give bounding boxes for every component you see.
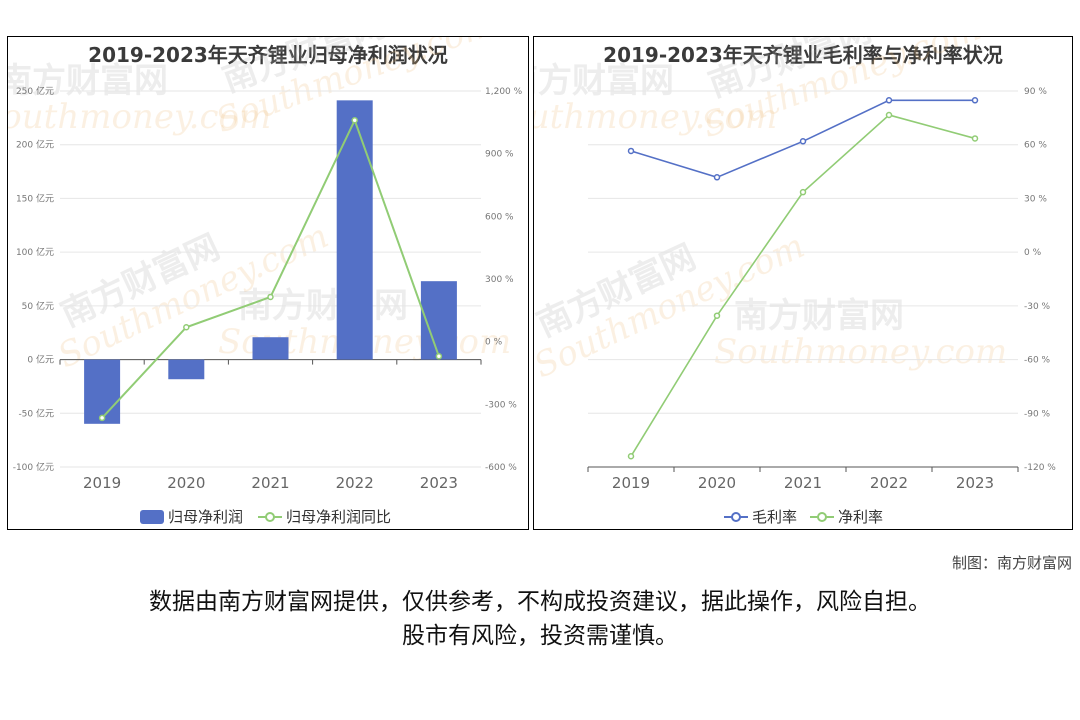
x-tick-label: 2022 xyxy=(336,474,374,492)
chart-panel-margins: 2019-2023年天齐锂业毛利率与净利率状况 南方财富网Southmoney.… xyxy=(533,36,1073,530)
legend-marker xyxy=(265,512,275,522)
y-tick-label: 60 % xyxy=(1024,141,1047,151)
disclaimer-line-1: 数据由南方财富网提供，仅供参考，不构成投资建议，据此操作，风险自担。 xyxy=(149,589,931,615)
line-point xyxy=(713,174,721,181)
line-point xyxy=(799,138,807,145)
y-tick-label: 30 % xyxy=(1024,194,1047,204)
chart-title: 2019-2023年天齐锂业毛利率与净利率状况 xyxy=(603,43,1003,67)
net-profit-chart: 南方财富网Southmoney.com南方财富网Southmoney.com南方… xyxy=(8,37,523,526)
line-point xyxy=(971,97,979,104)
y-tick-label: -100 亿元 xyxy=(13,461,54,473)
y-tick-label: 150 亿元 xyxy=(16,192,54,204)
y2-tick-label: 0 % xyxy=(485,338,503,348)
y-tick-label: -60 % xyxy=(1024,356,1051,366)
line-point xyxy=(98,414,106,422)
x-tick-label: 2023 xyxy=(420,474,458,492)
bar xyxy=(168,359,205,380)
y2-tick-label: -600 % xyxy=(485,463,517,473)
y-tick-label: 100 亿元 xyxy=(16,246,54,258)
line-point xyxy=(267,293,274,301)
bar xyxy=(252,337,289,360)
y-tick-label: 0 % xyxy=(1024,248,1042,258)
y-tick-label: -30 % xyxy=(1024,302,1051,312)
y2-tick-label: -300 % xyxy=(485,400,517,410)
x-tick-label: 2021 xyxy=(784,474,822,492)
bar xyxy=(336,100,373,360)
chart-panel-net-profit: 2019-2023年天齐锂业归母净利润状况 南方财富网Southmoney.co… xyxy=(7,36,529,530)
y-tick-label: 0 亿元 xyxy=(27,354,54,366)
line-point xyxy=(627,453,635,460)
line-point xyxy=(713,312,721,319)
legend-swatch xyxy=(140,510,164,524)
legend-marker xyxy=(731,512,741,522)
line-point xyxy=(971,135,979,142)
legend-marker xyxy=(817,512,827,522)
line-point xyxy=(351,116,358,124)
watermark-text: 南方财富网 xyxy=(8,61,168,101)
x-tick-label: 2019 xyxy=(83,474,121,492)
legend-label: 归母净利润 xyxy=(168,508,243,526)
watermark-text: 南方财富网 xyxy=(734,296,904,336)
y-tick-label: 90 % xyxy=(1024,87,1047,97)
bar xyxy=(84,359,121,424)
y2-tick-label: 1,200 % xyxy=(485,87,523,97)
x-tick-label: 2021 xyxy=(251,474,289,492)
y-tick-label: 50 亿元 xyxy=(22,300,54,312)
y2-tick-label: 600 % xyxy=(485,212,514,222)
watermark-text: Southmoney.com xyxy=(534,97,777,137)
legend-label: 净利率 xyxy=(838,508,883,526)
margins-chart: 南方财富网Southmoney.com南方财富网Southmoney.com南方… xyxy=(534,37,1056,526)
legend-label: 归母净利润同比 xyxy=(286,508,391,526)
line-point xyxy=(627,147,635,155)
x-tick-label: 2020 xyxy=(698,474,736,492)
disclaimer-line-2: 股市有风险，投资需谨慎。 xyxy=(402,623,678,649)
watermark-text: Southmoney.com xyxy=(8,97,271,137)
y-tick-label: -90 % xyxy=(1024,409,1051,419)
y-tick-label: -50 亿元 xyxy=(18,407,54,419)
y2-tick-label: 900 % xyxy=(485,150,514,160)
x-tick-label: 2019 xyxy=(612,474,650,492)
y-tick-label: -120 % xyxy=(1024,463,1056,473)
watermark-text: Southmoney.com xyxy=(714,332,1007,372)
line-point xyxy=(799,188,807,196)
line-point xyxy=(885,111,893,119)
chart-credit: 制图：南方财富网 xyxy=(951,554,1072,572)
x-tick-label: 2020 xyxy=(167,474,205,492)
y-tick-label: 200 亿元 xyxy=(16,139,54,151)
chart-title: 2019-2023年天齐锂业归母净利润状况 xyxy=(88,43,448,67)
x-tick-label: 2022 xyxy=(870,474,908,492)
watermark-text: 南方财富网 xyxy=(534,61,674,101)
line-point xyxy=(435,353,443,360)
legend-label: 毛利率 xyxy=(752,508,797,526)
y-tick-label: 250 亿元 xyxy=(16,85,54,97)
y2-tick-label: 300 % xyxy=(485,275,514,285)
line-point xyxy=(885,97,893,104)
x-tick-label: 2023 xyxy=(956,474,994,492)
line-point xyxy=(183,324,190,331)
